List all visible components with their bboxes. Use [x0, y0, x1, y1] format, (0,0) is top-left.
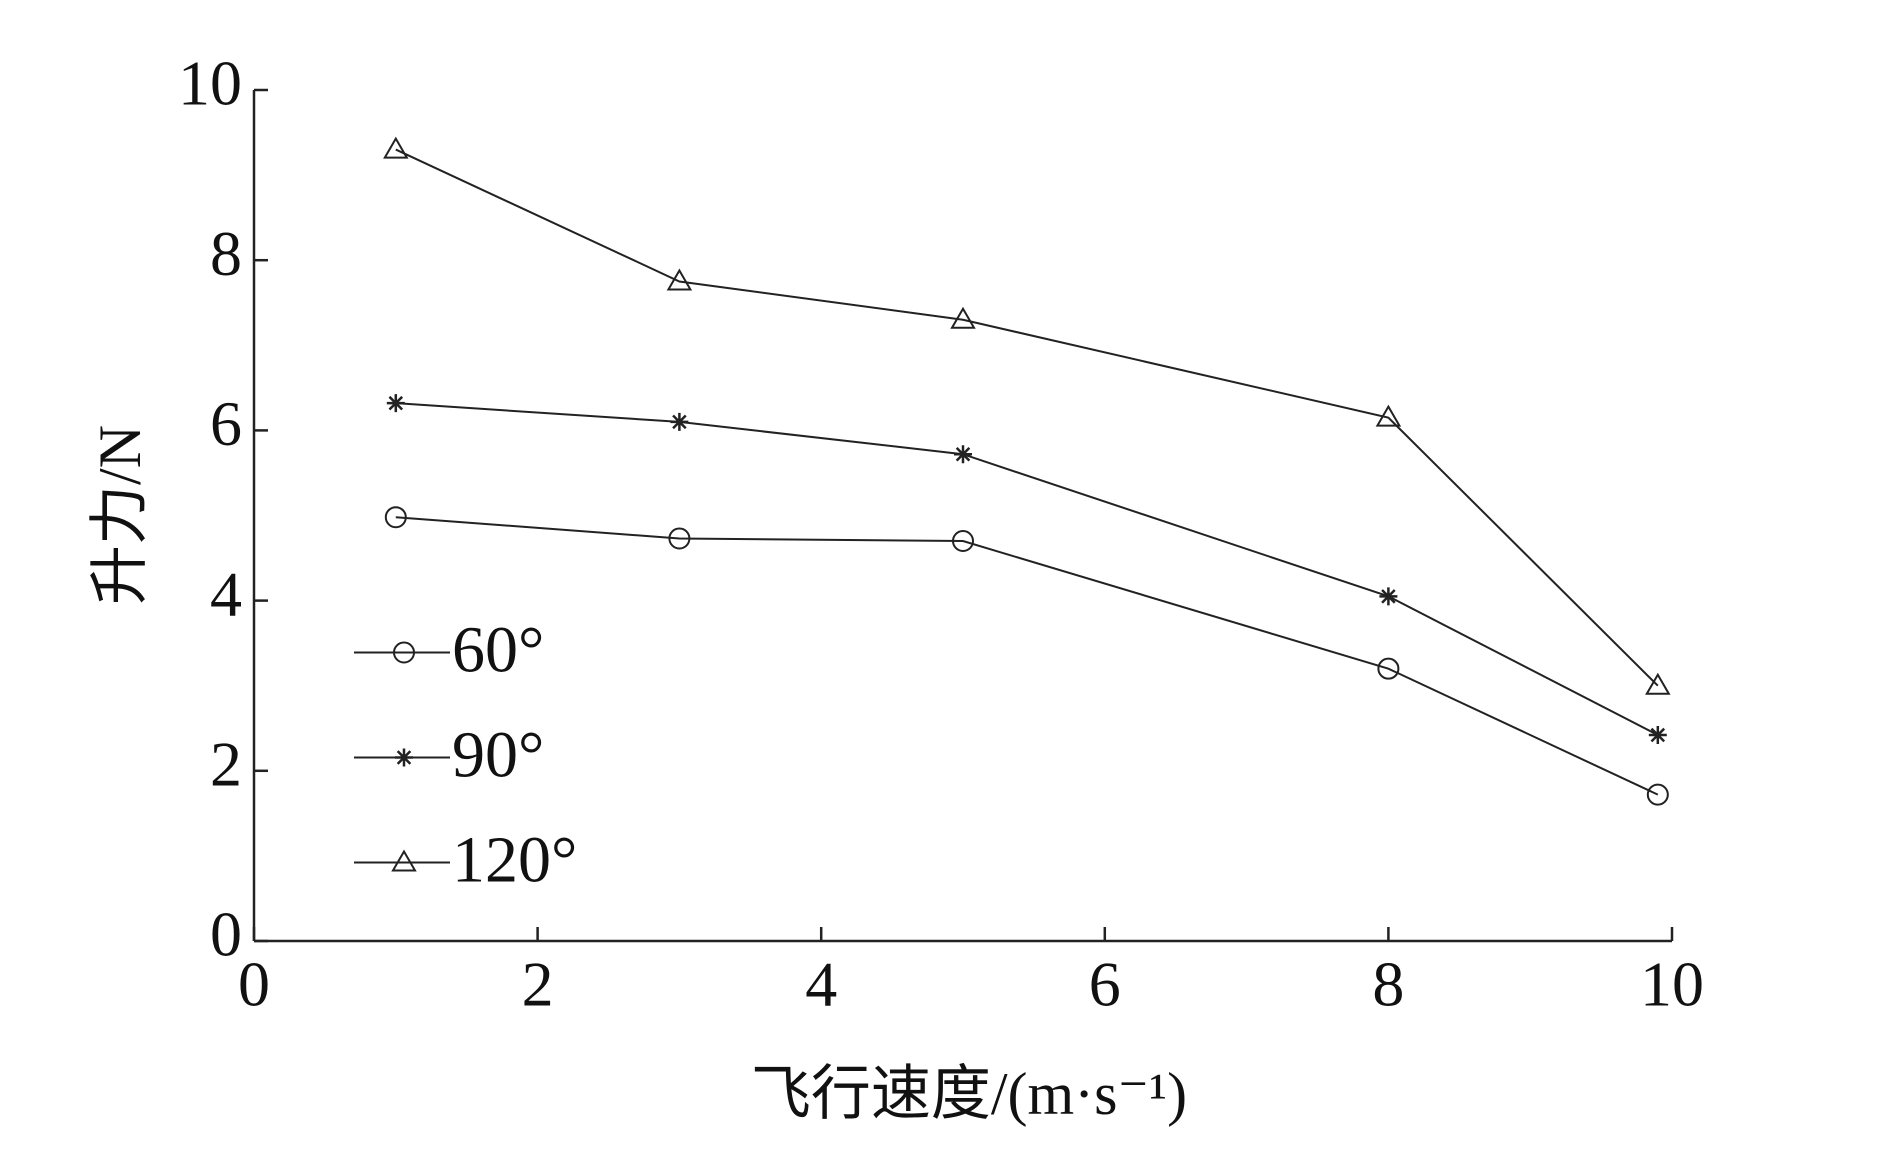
y-tick-label: 4 [210, 558, 242, 629]
y-axis-label: 升力/N [87, 425, 153, 605]
y-tick-label: 8 [210, 218, 242, 289]
x-tick-label: 4 [805, 949, 837, 1020]
x-tick-label: 6 [1089, 949, 1121, 1020]
y-tick-label: 10 [178, 48, 242, 119]
y-tick-label: 0 [210, 899, 242, 970]
legend-label: 120° [452, 824, 577, 897]
marker [666, 268, 693, 291]
x-tick-label: 10 [1640, 949, 1704, 1020]
marker [954, 445, 972, 464]
marker [668, 527, 691, 550]
legend-label: 60° [452, 614, 544, 687]
marker [1379, 587, 1398, 606]
line [395, 148, 1659, 687]
marker [1646, 783, 1669, 806]
x-axis-label: 飞行速度/(m·s⁻¹) [751, 1061, 1187, 1127]
marker [950, 306, 976, 329]
marker [383, 136, 409, 159]
marker [952, 530, 974, 553]
legend-label: 90° [452, 719, 544, 792]
legend-marker [395, 748, 413, 767]
marker [1377, 657, 1400, 680]
y-tick-label: 2 [210, 728, 242, 799]
legend-marker [393, 641, 415, 664]
line [395, 516, 1659, 796]
legend-marker [391, 849, 417, 872]
marker [1645, 672, 1671, 695]
line [395, 402, 1659, 736]
marker [386, 394, 405, 413]
marker [384, 506, 407, 529]
x-tick-label: 8 [1372, 949, 1404, 1020]
x-tick-label: 0 [238, 949, 270, 1020]
y-tick-label: 6 [210, 388, 242, 459]
x-tick-label: 2 [522, 949, 554, 1020]
marker [670, 412, 689, 431]
marker [1375, 404, 1402, 427]
marker [1648, 726, 1667, 745]
